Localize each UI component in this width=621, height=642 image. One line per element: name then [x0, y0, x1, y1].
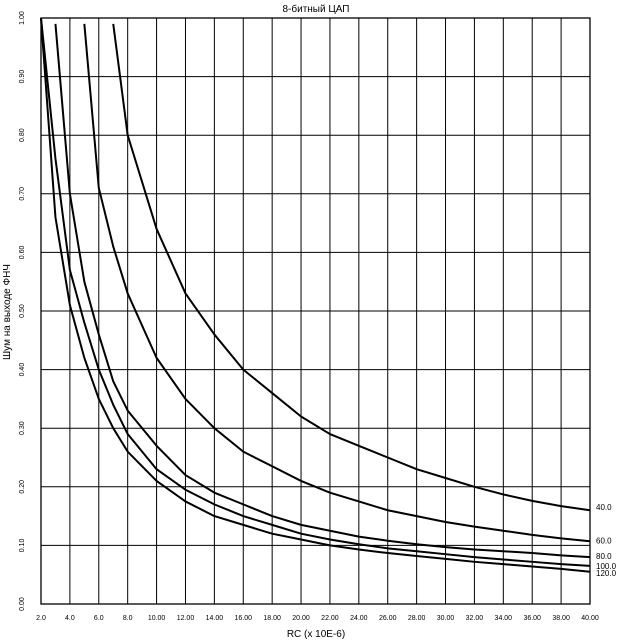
x-tick-label: 34.00 — [495, 615, 513, 622]
x-tick-label: 26.00 — [379, 615, 397, 622]
series-line-120-0 — [40, 17, 591, 573]
x-tick-label: 28.00 — [408, 615, 426, 622]
y-tick-label: 0.70 — [19, 187, 26, 201]
series-line-40-0 — [112, 23, 591, 512]
x-tick-label: 22.00 — [321, 615, 339, 622]
y-tick-label: 0.10 — [19, 538, 26, 552]
series-label: 120.0 — [596, 569, 617, 578]
series-label: 40.0 — [596, 503, 612, 512]
x-tick-label: 40.00 — [581, 615, 599, 622]
chart-title: 8-битный ЦАП — [282, 3, 349, 15]
x-tick-label: 38.00 — [552, 615, 570, 622]
x-tick-label: 8.0 — [123, 615, 133, 622]
x-tick-label: 12.00 — [177, 615, 195, 622]
x-tick-label: 18.00 — [263, 615, 281, 622]
x-tick-label: 20.00 — [292, 615, 310, 622]
x-tick-label: 2.0 — [36, 615, 46, 622]
y-axis-label: Шум на выходе ФНЧ — [2, 264, 13, 360]
x-tick-labels: 2.0 4.0 6.0 8.0 10.00 12.00 14.00 16.00 18.00 20.… — [36, 615, 599, 622]
x-tick-label: 16.00 — [234, 615, 252, 622]
x-tick-label: 32.00 — [466, 615, 484, 622]
x-axis-label: RC (x 10E-6) — [287, 629, 345, 640]
y-tick-label: 0.60 — [19, 245, 26, 259]
series-label: 80.0 — [596, 552, 612, 561]
y-tick-label: 0.40 — [19, 363, 26, 377]
series-label: 100.0 — [596, 562, 617, 571]
x-tick-label: 14.00 — [206, 615, 224, 622]
y-tick-labels: 0.00 0.10 0.20 0.30 0.40 0.50 0.60 0.70 0.80 0.90… — [19, 11, 26, 611]
y-tick-label: 0.50 — [19, 304, 26, 318]
y-tick-label: 1.00 — [19, 11, 26, 25]
grid-lines — [40, 17, 591, 605]
x-tick-label: 30.00 — [437, 615, 455, 622]
x-tick-label: 4.0 — [65, 615, 75, 622]
y-tick-label: 0.20 — [19, 480, 26, 494]
series-line-60-0 — [83, 23, 591, 543]
series-line-100-0 — [40, 17, 591, 567]
plot-frame — [40, 17, 591, 605]
x-tick-label: 10.00 — [148, 615, 166, 622]
y-tick-label: 0.30 — [19, 421, 26, 435]
series-line-80-0 — [54, 23, 591, 559]
y-tick-label: 0.90 — [19, 70, 26, 84]
series-lines — [40, 17, 591, 573]
x-tick-label: 24.00 — [350, 615, 368, 622]
x-tick-label: 6.0 — [94, 615, 104, 622]
series-label: 60.0 — [596, 536, 612, 545]
y-tick-label: 0.00 — [19, 597, 26, 611]
x-tick-label: 36.00 — [523, 615, 541, 622]
y-tick-label: 0.80 — [19, 128, 26, 142]
